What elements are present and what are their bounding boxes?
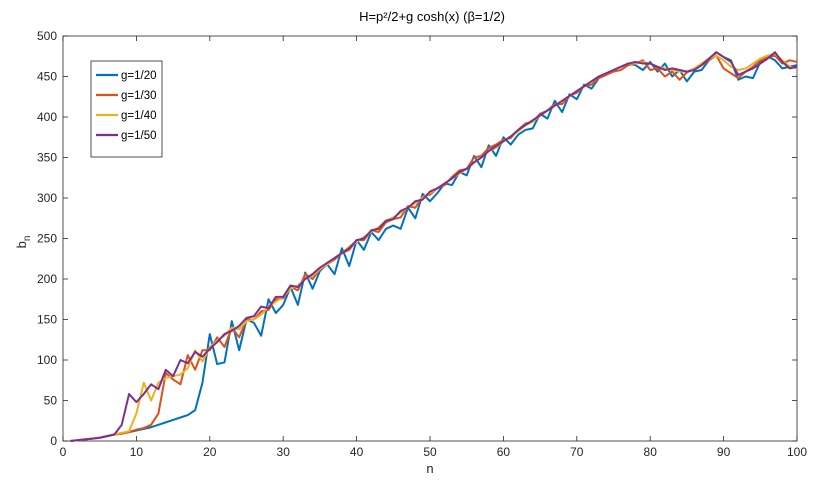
legend-label: g=1/40 xyxy=(121,110,157,122)
axes-layer: 0 10 20 30 40 50 60 70 80 90 100 0 50 100 150 200 250 300… xyxy=(37,29,807,459)
y-axis-label-subscript: n xyxy=(22,236,33,242)
x-tick-label: 70 xyxy=(570,445,584,459)
x-tick-label: 0 xyxy=(60,445,67,459)
y-axis-label: bn xyxy=(14,236,33,249)
y-tick-label: 300 xyxy=(37,191,57,205)
series-layer xyxy=(70,51,798,442)
legend-label: g=1/50 xyxy=(121,130,157,142)
series-line-4 xyxy=(70,51,798,442)
legend: g=1/20 g=1/30 g=1/40 g=1/50 xyxy=(90,60,163,158)
y-tick-label: 500 xyxy=(37,29,57,43)
legend-label: g=1/20 xyxy=(121,70,157,82)
x-tick-label: 80 xyxy=(644,445,658,459)
x-tick-label: 60 xyxy=(497,445,511,459)
y-axis-label-main: b xyxy=(14,241,29,248)
y-tick-label: 50 xyxy=(44,394,58,408)
x-tick-label: 10 xyxy=(130,445,144,459)
chart-title: H=p²/2+g cosh(x) (β=1/2) xyxy=(359,9,505,24)
x-tick-label: 20 xyxy=(203,445,217,459)
plot-area xyxy=(62,35,798,442)
x-axis-label: n xyxy=(426,461,433,476)
y-tick-label: 350 xyxy=(37,151,57,165)
y-tick-label: 150 xyxy=(37,313,57,327)
y-tick-label: 250 xyxy=(37,232,57,246)
y-axis-label-group: bn xyxy=(14,236,33,249)
series-line-1 xyxy=(70,51,798,442)
y-tick-label: 0 xyxy=(50,434,57,448)
x-tick-label: 30 xyxy=(277,445,291,459)
x-tick-label: 40 xyxy=(350,445,364,459)
x-tick-label: 100 xyxy=(787,445,807,459)
y-tick-label: 200 xyxy=(37,272,57,286)
x-tick-label: 90 xyxy=(717,445,731,459)
legend-label: g=1/30 xyxy=(121,90,157,102)
y-tick-label: 100 xyxy=(37,353,57,367)
x-tick-label: 50 xyxy=(423,445,437,459)
y-tick-label: 450 xyxy=(37,70,57,84)
y-tick-label: 400 xyxy=(37,110,57,124)
legend-box xyxy=(90,60,163,158)
